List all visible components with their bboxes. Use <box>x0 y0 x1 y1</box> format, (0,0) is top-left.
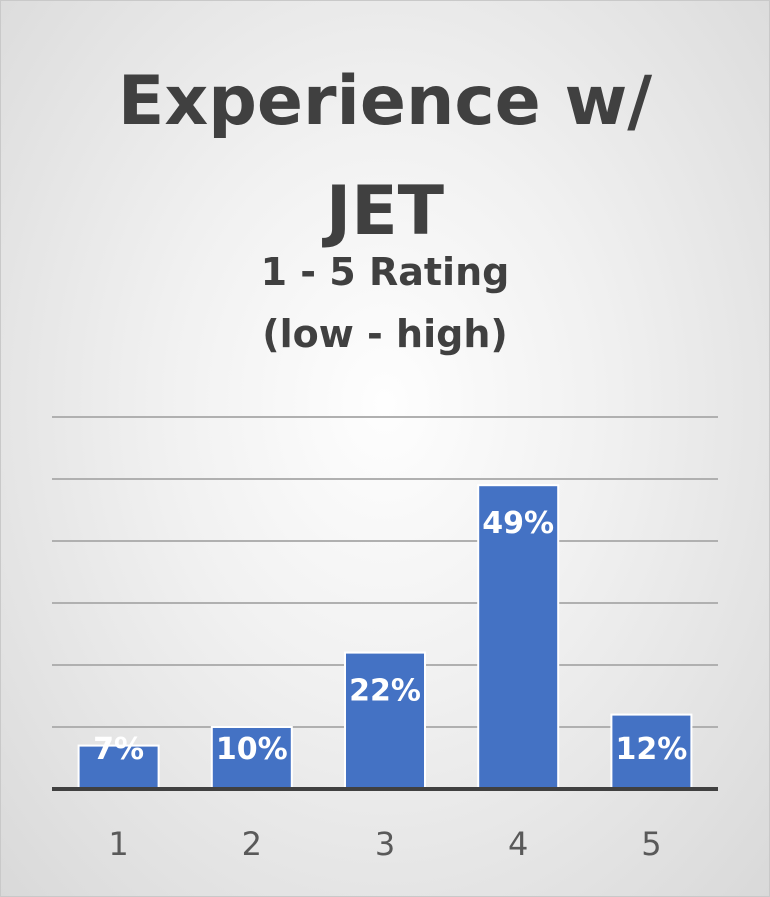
x-tick-label: 1 <box>108 825 128 863</box>
bar <box>477 484 560 790</box>
bar <box>77 744 160 790</box>
chart-subtitle-line-2: (low - high) <box>262 312 508 356</box>
x-tick-label: 5 <box>641 825 661 863</box>
data-label: 12% <box>615 732 687 767</box>
data-label: 22% <box>349 674 421 709</box>
chart-title-line-1: Experience w/ <box>117 62 653 141</box>
bar <box>210 726 293 790</box>
chart-title: Experience w/ JET <box>0 48 770 268</box>
x-tick-label: 3 <box>375 825 395 863</box>
chart-subtitle: 1 - 5 Rating (low - high) <box>0 248 770 372</box>
x-tick-label: 2 <box>242 825 262 863</box>
data-label: 7% <box>93 732 144 767</box>
bar <box>610 713 693 790</box>
data-label: 49% <box>482 506 554 541</box>
x-tick-label: 4 <box>508 825 528 863</box>
chart-title-line-2: JET <box>325 172 445 251</box>
data-label: 10% <box>216 732 288 767</box>
chart-subtitle-line-1: 1 - 5 Rating <box>260 250 510 294</box>
bar <box>344 651 426 790</box>
